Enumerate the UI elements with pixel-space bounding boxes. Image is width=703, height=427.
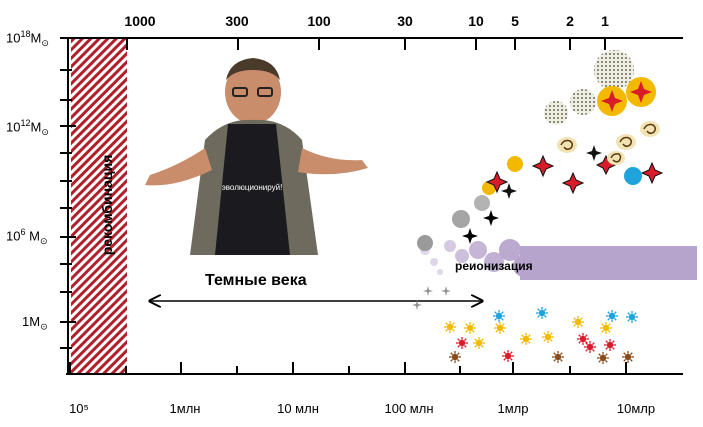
early-grey-stars (412, 286, 451, 310)
small-star (626, 311, 638, 323)
small-star (520, 333, 532, 345)
small-star (494, 322, 506, 334)
bottom-tick-label: 10млр (616, 401, 656, 416)
recombination-label: рекомбинация (99, 154, 115, 256)
mass-label-1e12: 1012M⊙ (6, 118, 49, 137)
small-star (493, 310, 505, 322)
small-star (464, 322, 476, 334)
small-star (536, 307, 548, 319)
bottom-tick-label: 10 млн (277, 401, 319, 416)
small-star (456, 337, 468, 349)
shirt-text: эволюционируй! (222, 183, 283, 192)
mass-label-1: 1M⊙ (22, 314, 48, 332)
small-star (606, 310, 618, 322)
reionization-label: реионизация (455, 259, 533, 273)
top-tick-label: 5 (511, 13, 519, 29)
first-stars-field (444, 307, 638, 364)
bottom-tick-label: 10⁵ (69, 401, 89, 416)
small-star (502, 350, 514, 362)
top-tick-label: 300 (225, 13, 249, 29)
dotted-galaxies (544, 50, 634, 125)
top-tick-label: 1000 (124, 13, 156, 29)
top-tick-label: 1 (601, 13, 609, 29)
small-star (584, 341, 596, 353)
mass-label-1e6: 106 M⊙ (6, 227, 48, 246)
star-sparks (462, 145, 664, 244)
small-star (600, 322, 612, 334)
bottom-tick-label: 100 млн (384, 401, 434, 416)
small-star (577, 333, 589, 345)
bottom-tick-label: 1млр (497, 401, 529, 416)
yellow-halos (482, 156, 523, 195)
left-ticks (60, 37, 76, 349)
mass-label-1e18: 1018M⊙ (6, 29, 49, 48)
dark-ages-label: Темные века (205, 272, 307, 289)
recombination-band (71, 38, 127, 374)
person-photo: эволюционируй! (145, 58, 368, 255)
bottom-tick-label: 1млн (169, 401, 201, 416)
top-tick-label: 30 (397, 13, 413, 29)
top-tick-label: 100 (307, 13, 331, 29)
small-star (622, 351, 634, 363)
small-star (473, 337, 485, 349)
small-star (552, 351, 564, 363)
top-tick-label: 10 (468, 13, 484, 29)
bottom-ticks (69, 362, 627, 374)
small-star (597, 352, 609, 364)
blue-halo (624, 167, 642, 185)
small-star (444, 321, 456, 333)
spiral-galaxies (557, 121, 660, 165)
small-star (572, 316, 584, 328)
small-star (542, 331, 554, 343)
top-ticks (126, 38, 606, 50)
small-star (604, 339, 616, 351)
bright-clusters (597, 77, 656, 116)
early-halos (417, 195, 490, 251)
small-star (449, 351, 461, 363)
top-tick-label: 2 (566, 13, 574, 29)
